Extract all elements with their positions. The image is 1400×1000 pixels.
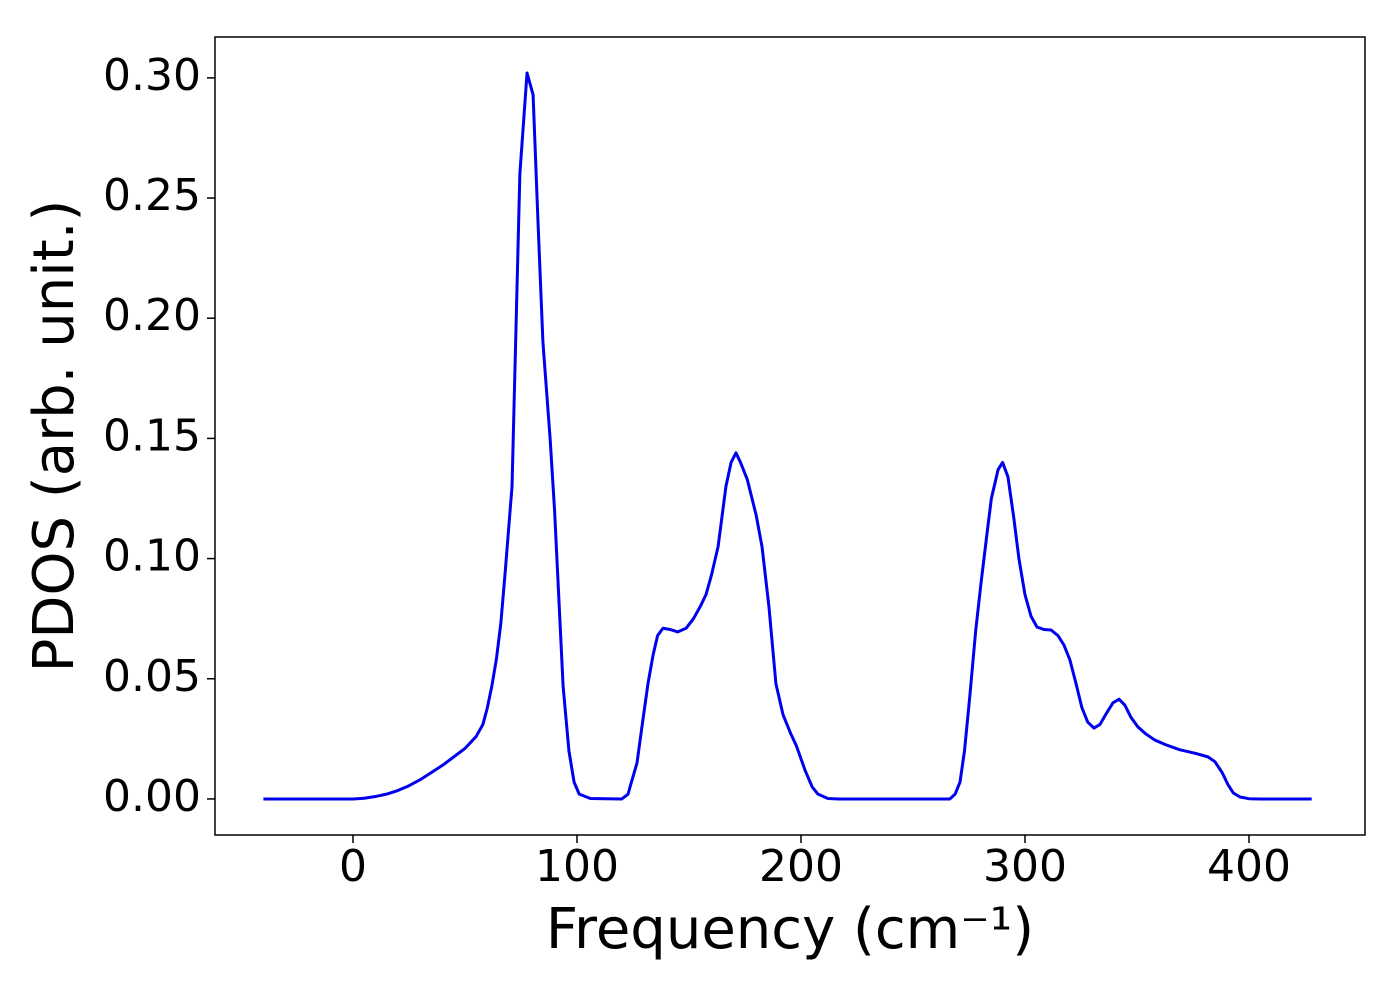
x-tick-label: 300 bbox=[983, 841, 1067, 892]
y-tick-label: 0.00 bbox=[103, 771, 201, 822]
y-tick-label: 0.15 bbox=[103, 410, 201, 461]
y-tick-label: 0.10 bbox=[103, 531, 201, 582]
y-axis-label: PDOS (arb. unit.) bbox=[22, 200, 87, 673]
x-tick-label: 200 bbox=[759, 841, 843, 892]
y-tick-label: 0.25 bbox=[103, 170, 201, 221]
x-axis-label: Frequency (cm⁻¹) bbox=[546, 897, 1034, 962]
x-tick-label: 0 bbox=[339, 841, 367, 892]
y-tick-label: 0.20 bbox=[103, 290, 201, 341]
plot-frame bbox=[214, 36, 1366, 836]
y-tick-label: 0.30 bbox=[103, 50, 201, 101]
x-tick-label: 400 bbox=[1207, 841, 1291, 892]
line-series bbox=[263, 71, 1312, 801]
y-tick-label: 0.05 bbox=[103, 651, 201, 702]
x-tick-label: 100 bbox=[535, 841, 619, 892]
